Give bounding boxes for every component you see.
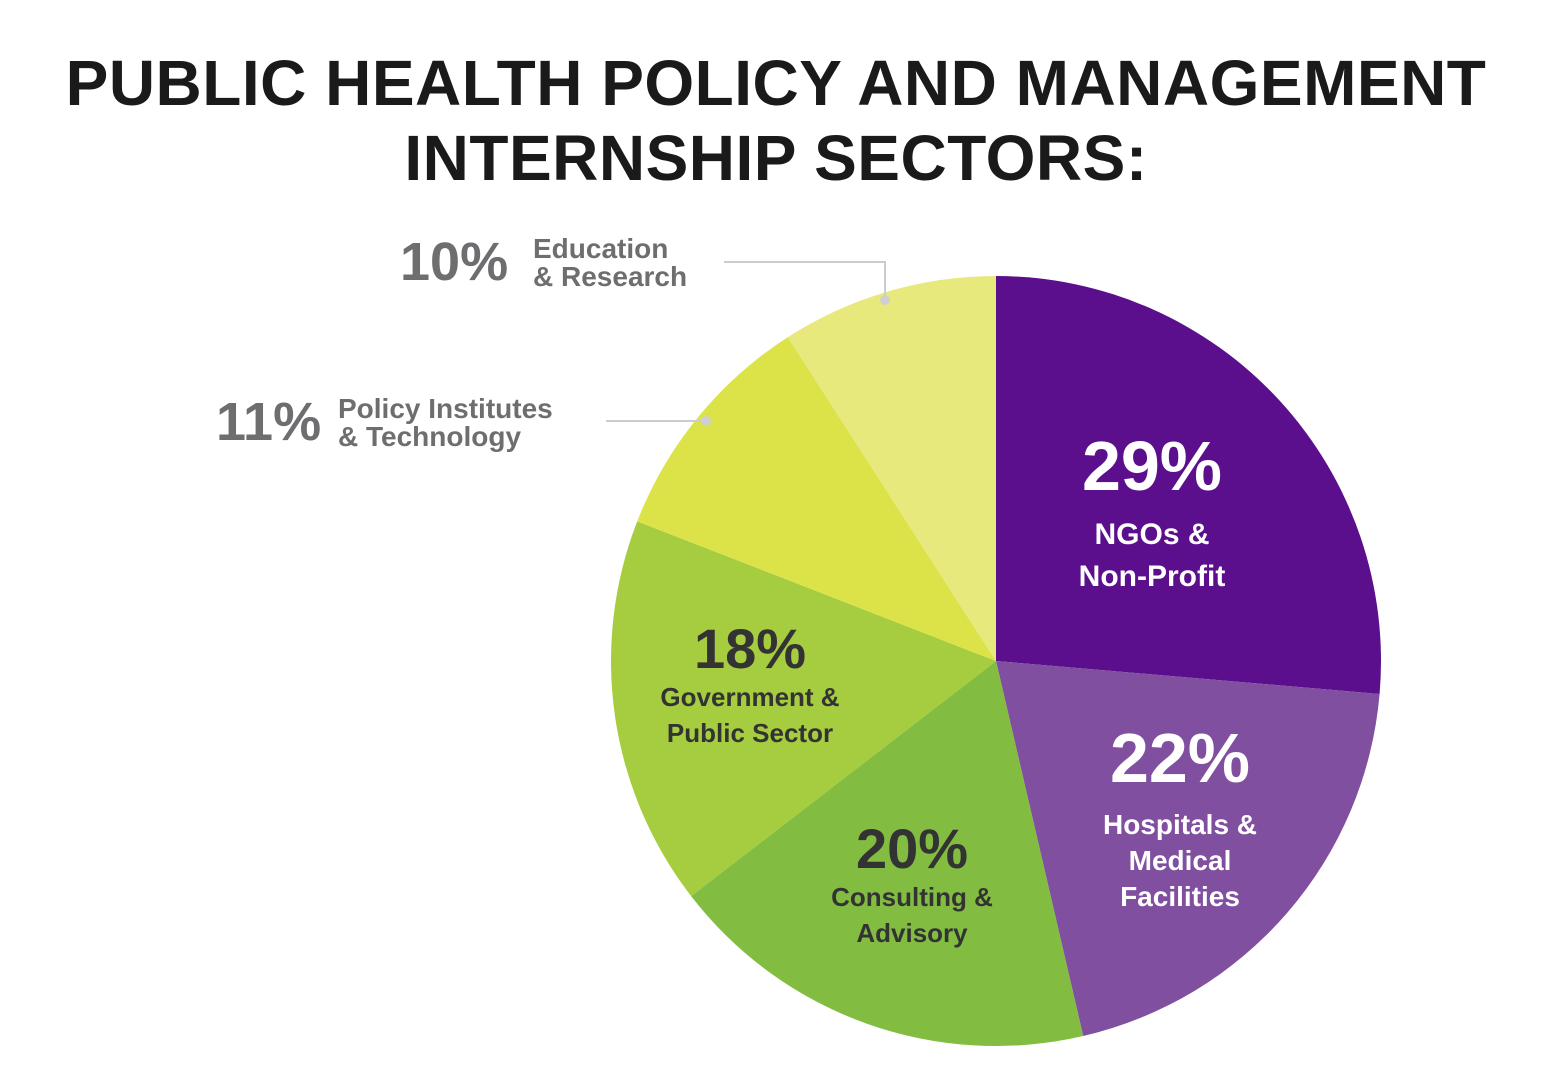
chart-title-line-2: INTERNSHIP SECTORS:: [404, 122, 1147, 194]
leader-line: [724, 261, 886, 300]
slice-value-label: 22%: [1110, 719, 1250, 797]
chart-title-line-1: PUBLIC HEALTH POLICY AND MANAGEMENT: [66, 47, 1487, 119]
slice-category-label: Education: [533, 233, 668, 264]
slice-category-label: & Technology: [338, 421, 521, 452]
pie-slice-1: [996, 276, 1381, 694]
slice-category-label: Non-Profit: [1079, 560, 1226, 593]
slice-category-label: Facilities: [1120, 881, 1240, 912]
slice-category-label: Medical: [1129, 845, 1232, 876]
slice-category-label: & Research: [533, 261, 687, 292]
pie-slice-4: [611, 521, 996, 897]
leader-dot: [701, 416, 711, 426]
pie-slice-2: [996, 661, 1380, 1036]
leader-dot: [880, 295, 890, 305]
slice-category-label: Public Sector: [667, 718, 833, 748]
pie-slice-6: [787, 276, 996, 661]
slice-value-label: 10%: [400, 232, 508, 292]
slice-value-label: 20%: [856, 817, 968, 880]
pie-slice-5: [637, 337, 996, 661]
slice-category-label: Consulting &: [831, 882, 993, 912]
slice-category-label: Government &: [660, 682, 839, 712]
leader-lines: [606, 261, 890, 426]
slice-value-label: 29%: [1082, 427, 1222, 505]
pie-slices: [611, 276, 1381, 1046]
slice-value-label: 18%: [694, 617, 806, 680]
pie-slice-3: [691, 661, 1084, 1046]
slice-category-label: Hospitals &: [1103, 809, 1257, 840]
slice-value-label: 11%: [216, 392, 321, 452]
slice-labels: 29% NGOs & Non-Profit 22% Hospitals & Medical…: [216, 232, 1257, 948]
slice-category-label: Policy Institutes: [338, 393, 553, 424]
slice-category-label: Advisory: [856, 918, 968, 948]
slice-category-label: NGOs &: [1094, 518, 1209, 551]
